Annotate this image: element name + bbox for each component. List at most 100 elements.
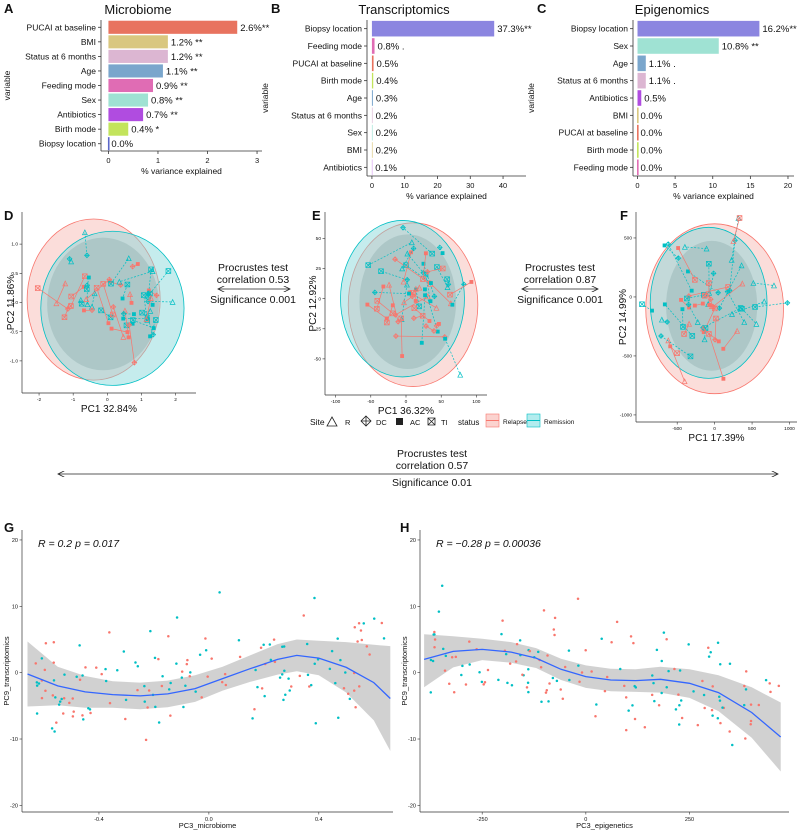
- sample-point: [728, 256, 735, 263]
- x-axis-label: PC1 17.39%: [688, 433, 744, 444]
- sample-point: [702, 693, 706, 697]
- bar-chart-b: 0 10 20 30 40 Biopsy location 37.3%** Feeding m…: [260, 20, 532, 201]
- sample-point: [687, 643, 690, 646]
- sample-point: [262, 643, 265, 646]
- panel-letter-a: A: [4, 1, 14, 16]
- sample-point: [665, 241, 672, 248]
- sample-point: [127, 291, 133, 297]
- sample-point: [125, 330, 130, 335]
- y-tick-label: -10: [10, 737, 18, 743]
- sample-point: [768, 682, 771, 685]
- sample-point: [84, 286, 90, 292]
- sample-point: [685, 301, 692, 308]
- bar: [108, 122, 129, 136]
- procrustes-link: [660, 335, 691, 357]
- sample-point: [382, 637, 386, 640]
- data-label: 0.7% **: [146, 110, 178, 121]
- sample-point: [694, 318, 701, 325]
- sample-point: [374, 305, 380, 312]
- x-tick-label: 20: [433, 181, 441, 190]
- procrustes-link: [686, 294, 704, 299]
- sample-point: [124, 281, 131, 288]
- procrustes-link: [376, 286, 384, 309]
- data-label: 0.0%: [641, 146, 663, 157]
- sample-point: [696, 723, 700, 727]
- procrustes-annotation-3: Procrustes test correlation 0.57 Signifi…: [58, 448, 778, 489]
- procrustes-link: [425, 274, 431, 302]
- sample-point: [357, 621, 361, 625]
- sample-point: [75, 675, 78, 679]
- sample-point: [151, 326, 156, 330]
- sample-point: [150, 302, 155, 307]
- x-tick-label: 0.0: [205, 817, 213, 823]
- sample-point: [677, 693, 680, 696]
- sample-point: [744, 737, 747, 740]
- sample-point: [525, 686, 529, 689]
- sample-point: [116, 278, 123, 285]
- sample-point: [631, 704, 634, 707]
- sample-point: [692, 303, 697, 308]
- data-label: 0.0%: [641, 111, 663, 122]
- legend-site-label: DC: [376, 418, 387, 427]
- data-label: 1.1% .: [649, 59, 676, 70]
- sample-point: [510, 683, 514, 687]
- panel-title-transcriptomics: Transcriptomics: [358, 2, 450, 17]
- sample-point: [81, 229, 88, 236]
- sample-point: [460, 673, 463, 677]
- sample-point: [84, 301, 91, 308]
- sample-point: [263, 694, 266, 698]
- sample-point: [431, 328, 437, 334]
- sample-point: [686, 320, 693, 327]
- sample-point: [674, 708, 678, 711]
- sample-point: [701, 336, 708, 343]
- procrustes-link: [684, 246, 707, 249]
- sample-point: [368, 653, 371, 656]
- sample-point: [423, 323, 429, 329]
- sample-point: [210, 657, 213, 660]
- sample-point: [356, 640, 359, 643]
- sample-point: [665, 637, 668, 641]
- sample-point: [437, 610, 441, 613]
- sample-point: [68, 293, 74, 300]
- sample-point: [348, 697, 352, 701]
- sample-point: [501, 619, 504, 622]
- sample-point: [677, 723, 681, 726]
- y-tick-label: Feeding mode: [574, 162, 629, 172]
- legend-site-label: TI: [441, 418, 448, 427]
- y-axis-label: variable: [260, 83, 270, 113]
- sample-point: [553, 633, 556, 637]
- y-tick-label: Sex: [81, 95, 96, 105]
- procrustes-link: [727, 291, 745, 323]
- y-tick-label: Status at 6 months: [557, 76, 628, 86]
- sample-point: [707, 296, 714, 303]
- y-tick-label: Biopsy location: [571, 24, 628, 34]
- sample-point: [651, 674, 654, 677]
- sample-point: [429, 658, 433, 662]
- procrustes-link: [119, 270, 153, 283]
- loess-fit-line: [27, 654, 391, 699]
- procrustes-link: [37, 287, 69, 310]
- sample-point: [680, 716, 684, 720]
- sample-point: [344, 671, 347, 674]
- sample-point: [58, 700, 62, 703]
- sample-point: [561, 697, 565, 701]
- bar: [108, 78, 154, 93]
- sample-point: [184, 684, 187, 688]
- x-tick-label: 0: [713, 426, 716, 432]
- legend-site-title: Site: [310, 417, 325, 427]
- sample-point: [398, 315, 404, 322]
- panel-title-epigenomics: Epigenomics: [635, 2, 710, 17]
- sample-point: [584, 648, 587, 652]
- bar: [107, 137, 110, 151]
- sample-point: [188, 674, 192, 678]
- bar: [108, 93, 149, 107]
- sample-point: [106, 321, 111, 326]
- sample-point: [750, 279, 757, 286]
- sample-point: [253, 707, 256, 711]
- sample-point: [736, 215, 743, 221]
- sample-point: [109, 326, 114, 331]
- sample-point: [461, 664, 464, 668]
- sample-point: [664, 319, 671, 325]
- sample-point: [678, 703, 681, 707]
